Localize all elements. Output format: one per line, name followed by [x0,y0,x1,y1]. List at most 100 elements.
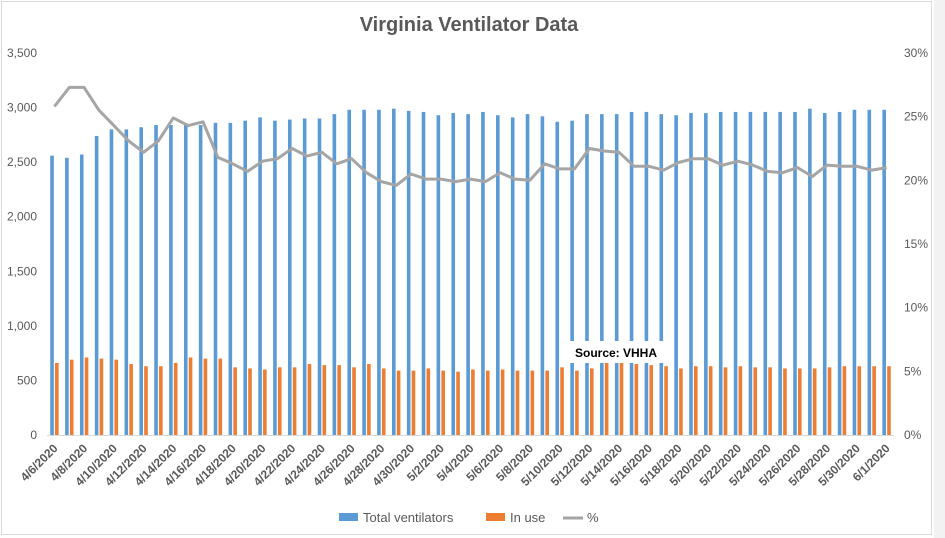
bar-in-use [575,370,579,435]
bar-in-use [277,367,282,435]
right-axis: 0% 5% 10% 15% 20% 25% 30% [904,46,928,442]
x-axis: 4/6/20204/8/20204/10/20204/12/20204/14/2… [18,441,893,489]
right-axis-tick-label: 0% [904,428,922,442]
bar-total-ventilators [421,111,426,436]
bar-in-use [55,362,59,435]
legend-label: Total ventilators [363,510,454,525]
bar-in-use [664,366,668,435]
bar-in-use [515,370,520,435]
bar-in-use [337,365,341,435]
bar-total-ventilators [65,157,69,435]
bar-in-use [426,368,431,435]
right-axis-tick-label: 20% [904,173,928,187]
bar-total-ventilators [867,109,872,436]
legend-label: In use [510,510,545,525]
bar-in-use [367,364,371,435]
source-annotation-box [570,341,664,363]
bar-total-ventilators [332,114,337,436]
scroll-gutter [934,0,945,538]
bar-total-ventilators [525,114,530,436]
bar-in-use [159,366,163,435]
bar-total-ventilators [674,115,678,435]
right-axis-tick-label: 5% [904,364,922,378]
bar-in-use [560,367,564,435]
bar-in-use [857,366,862,435]
bar-in-use [456,371,460,435]
bar-total-ventilators [124,129,129,435]
bar-in-use [322,365,327,435]
bar-total-ventilators [228,122,233,435]
bar-total-ventilators [882,109,886,436]
source-annotation-text: Source: VHHA [575,346,657,360]
bar-total-ventilators [377,109,381,436]
bar-in-use [545,370,549,435]
bar-in-use [723,367,728,435]
bar-in-use [783,368,787,435]
legend-label: % [587,510,599,525]
bar-total-ventilators [406,110,411,436]
bar-total-ventilators [109,129,114,435]
source-annotation: Source: VHHA [570,341,664,363]
bar-in-use [263,369,267,435]
bar-in-use [500,369,505,435]
bar-total-ventilators [481,111,485,436]
bar-total-ventilators [436,115,441,435]
bar-in-use [604,362,609,435]
bar-in-use [173,362,178,435]
bar-total-ventilators [347,109,352,436]
left-axis-tick-label: 1,500 [7,264,37,278]
chart-title: Virginia Ventilator Data [360,14,579,36]
bar-total-ventilators [704,113,708,436]
bar-total-ventilators [629,111,634,436]
bar-total-ventilators [287,119,292,435]
bar-in-use [634,364,639,435]
bar-total-ventilators [258,117,262,435]
percent-series [53,85,887,187]
bar-total-ventilators [689,113,693,436]
bar-in-use [144,366,148,435]
bar-in-use [307,364,312,435]
bar-total-ventilators [510,117,515,435]
right-axis-tick-label: 10% [904,301,928,315]
left-axis-tick-label: 500 [17,373,37,387]
bar-total-ventilators [302,118,307,435]
legend-swatch [339,513,358,521]
bar-total-ventilators [169,125,173,435]
bar-total-ventilators [540,116,545,435]
bar-total-ventilators [570,120,574,435]
bar-in-use [798,368,802,435]
bar-total-ventilators [718,111,723,436]
legend: Total ventilators In use% [339,510,599,525]
left-axis-tick-label: 3,000 [7,101,37,115]
right-axis-tick-label: 30% [904,46,928,60]
bar-in-use [589,368,594,435]
bar-total-ventilators [392,108,396,436]
bar-total-ventilators [852,109,857,436]
bar-in-use [693,366,698,435]
bar-in-use [411,370,416,435]
bar-total-ventilators [50,155,54,435]
bar-total-ventilators [793,111,797,436]
bar-in-use [69,359,74,435]
bar-total-ventilators [243,120,248,435]
bar-in-use [738,366,743,435]
bar-in-use [471,369,475,435]
left-axis-tick-label: 0 [30,428,37,442]
bar-total-ventilators [139,127,143,436]
bar-in-use [872,366,876,435]
bar-total-ventilators [496,115,500,435]
bar-in-use [248,368,252,435]
bar-in-use [352,367,356,435]
bar-total-ventilators [822,113,827,436]
bar-total-ventilators [273,120,277,435]
bar-total-ventilators [213,122,218,435]
left-axis-tick-label: 2,000 [7,210,37,224]
left-axis-tick-label: 1,000 [7,319,37,333]
bar-total-ventilators [644,111,649,436]
bar-total-ventilators [198,125,203,435]
bar-in-use [842,366,847,435]
left-axis-tick-label: 3,500 [7,46,37,60]
percent-line [53,85,887,187]
bar-total-ventilators [183,125,188,435]
bar-total-ventilators [362,109,366,436]
